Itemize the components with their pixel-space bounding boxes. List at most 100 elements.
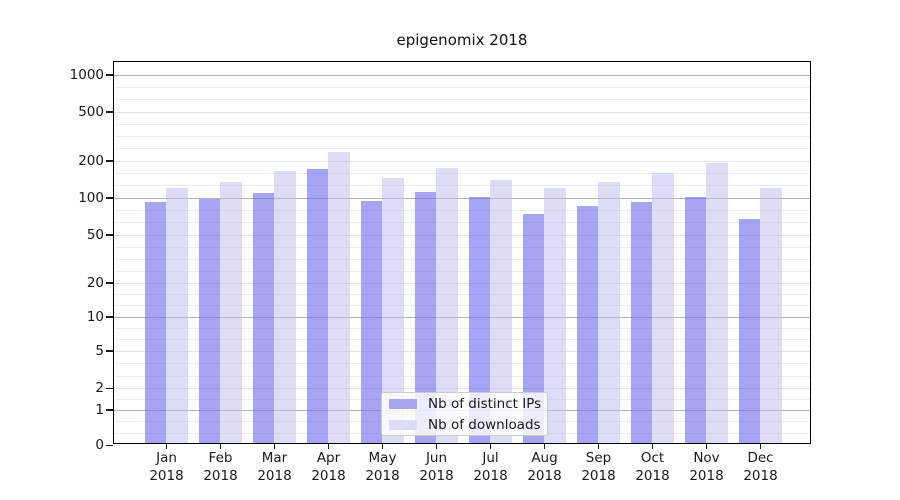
y-tick-10 [106,316,113,318]
x-label-year: 2018 [473,467,508,484]
gridline-5 [114,350,810,352]
x-label-year: 2018 [149,467,184,484]
x-tick-oct [651,444,654,449]
bar-nb-of-downloads-dec [760,188,782,443]
x-tick-jun [435,444,438,449]
y-tick-2 [106,387,113,390]
bar-nb-of-distinct-ips-jun [414,191,436,443]
x-label-year: 2018 [689,467,724,484]
y-tick-1000 [106,74,113,76]
minor-gridline [114,123,810,125]
legend-item-distinct-ips: Nb of distinct IPs [382,393,547,414]
x-tick-sep [597,444,600,449]
legend-label-distinct-ips: Nb of distinct IPs [428,395,542,412]
bar-nb-of-distinct-ips-nov [684,196,706,443]
y-tick-label-50: 50 [86,226,104,243]
bar-nb-of-downloads-mar [274,171,296,443]
x-label-year: 2018 [311,467,346,484]
plot-area: Nb of distinct IPs Nb of downloads [113,61,811,444]
bar-nb-of-downloads-jul [490,179,512,443]
legend-label-downloads: Nb of downloads [428,416,541,433]
x-tick-label-jul: Jul 2018 [463,450,519,485]
x-label-month: Dec [747,450,774,466]
x-label-month: Jun [425,450,448,466]
x-tick-label-jan: Jan 2018 [139,450,195,485]
legend-swatch-distinct-ips [389,398,417,409]
legend-item-downloads: Nb of downloads [382,414,547,435]
y-tick-label-10: 10 [86,308,104,325]
gridline-50 [114,234,810,236]
y-tick-1 [106,409,113,411]
x-label-month: Sep [585,450,612,466]
bar-nb-of-downloads-feb [220,181,242,443]
y-tick-label-2: 2 [95,380,104,396]
minor-gridline [114,185,810,187]
minor-gridline [114,136,810,137]
bar-nb-of-distinct-ips-feb [198,199,220,443]
minor-gridline [114,86,810,88]
gridline-500 [114,111,810,113]
bar-nb-of-distinct-ips-aug [522,213,544,443]
x-label-year: 2018 [419,467,454,484]
x-tick-nov [705,444,708,449]
y-tick-label-200: 200 [78,152,104,169]
gridline-2 [114,388,810,389]
x-label-year: 2018 [635,467,670,484]
minor-gridline [114,305,810,307]
gridline-100 [114,197,810,199]
x-tick-label-feb: Feb 2018 [193,450,249,485]
bar-nb-of-downloads-nov [706,162,728,443]
x-tick-may [381,444,384,449]
bar-nb-of-distinct-ips-may [360,201,382,443]
bar-nb-of-distinct-ips-jan [144,202,166,443]
x-tick-label-may: May 2018 [355,450,411,485]
minor-gridline [114,375,810,377]
bar-nb-of-downloads-oct [652,173,674,443]
y-tick-label-1: 1 [95,401,104,418]
bar-nb-of-downloads-jun [436,168,458,443]
bar-nb-of-distinct-ips-jul [468,196,490,443]
bar-nb-of-downloads-apr [328,151,350,443]
x-tick-label-aug: Aug 2018 [517,450,573,485]
x-label-month: Feb [208,450,233,466]
gridline-10 [114,316,810,318]
bar-nb-of-distinct-ips-dec [738,219,760,443]
x-label-year: 2018 [581,467,616,484]
y-tick-label-100: 100 [78,189,104,206]
minor-gridline [114,327,810,329]
y-tick-label-1000: 1000 [69,66,104,83]
x-label-month: Aug [531,450,558,466]
bar-nb-of-downloads-sep [598,181,620,443]
minor-gridline [114,363,810,364]
minor-gridline [114,246,810,248]
y-tick-label-20: 20 [86,274,104,291]
x-label-year: 2018 [527,467,562,484]
y-tick-100 [106,197,113,199]
x-label-month: Jan [156,450,177,466]
minor-gridline [114,293,810,295]
bar-nb-of-distinct-ips-oct [630,202,652,443]
x-label-month: Mar [261,450,288,466]
bar-nb-of-distinct-ips-apr [306,168,328,443]
x-tick-label-mar: Mar 2018 [247,450,303,485]
y-tick-5 [106,350,113,352]
y-tick-200 [106,160,113,162]
x-label-year: 2018 [257,467,292,484]
x-tick-label-apr: Apr 2018 [301,450,357,485]
x-tick-label-dec: Dec 2018 [733,450,789,485]
x-label-month: May [368,450,397,466]
bar-nb-of-downloads-aug [544,188,566,443]
bar-nb-of-distinct-ips-sep [576,206,598,443]
x-tick-label-sep: Sep 2018 [571,450,627,485]
x-tick-feb [219,444,222,449]
x-label-month: Jul [482,450,499,466]
legend-swatch-downloads [389,419,417,430]
minor-gridline [114,258,810,260]
x-label-year: 2018 [365,467,400,484]
minor-gridline [114,222,810,224]
x-label-month: Nov [693,450,720,466]
x-label-month: Apr [316,450,341,466]
y-tick-20 [106,282,113,284]
x-tick-label-jun: Jun 2018 [409,450,465,485]
